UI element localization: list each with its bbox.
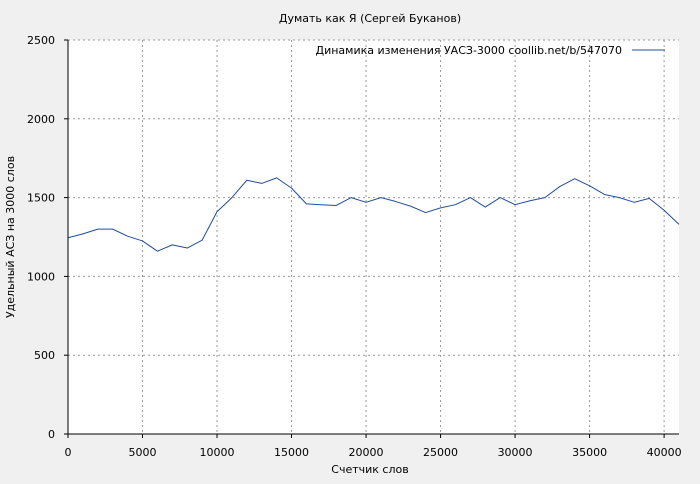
y-axis-ticks: 0 500 1000 1500 2000 2500 (27, 34, 68, 441)
x-axis-title: Счетчик слов (331, 463, 408, 476)
y-tick-label: 1500 (27, 192, 55, 205)
x-tick-label: 0 (65, 446, 72, 459)
y-tick-label: 1000 (27, 270, 55, 283)
plot-area (68, 40, 679, 434)
legend: Динамика изменения УАСЗ-3000 coollib.net… (316, 44, 665, 57)
y-tick-label: 2000 (27, 113, 55, 126)
y-axis-title: Удельный АСЗ на 3000 слов (4, 156, 17, 318)
series-layer (67, 177, 680, 252)
y-tick-label: 2500 (27, 34, 55, 47)
x-tick-label: 30000 (498, 446, 533, 459)
chart-title: Думать как Я (Сергей Буканов) (279, 12, 461, 25)
x-tick-label: 35000 (572, 446, 607, 459)
x-tick-label: 5000 (129, 446, 157, 459)
y-tick-label: 0 (48, 428, 55, 441)
x-tick-label: 20000 (349, 446, 384, 459)
legend-label: Динамика изменения УАСЗ-3000 coollib.net… (316, 44, 623, 57)
x-tick-label: 15000 (274, 446, 309, 459)
y-tick-label: 500 (34, 349, 55, 362)
x-tick-label: 40000 (647, 446, 682, 459)
x-axis-ticks: 0 5000 10000 15000 20000 25000 30000 35000 40000 (65, 434, 682, 459)
x-tick-label: 10000 (200, 446, 235, 459)
series-line-0 (67, 177, 680, 252)
grid-lines (68, 39, 679, 434)
x-tick-label: 25000 (423, 446, 458, 459)
